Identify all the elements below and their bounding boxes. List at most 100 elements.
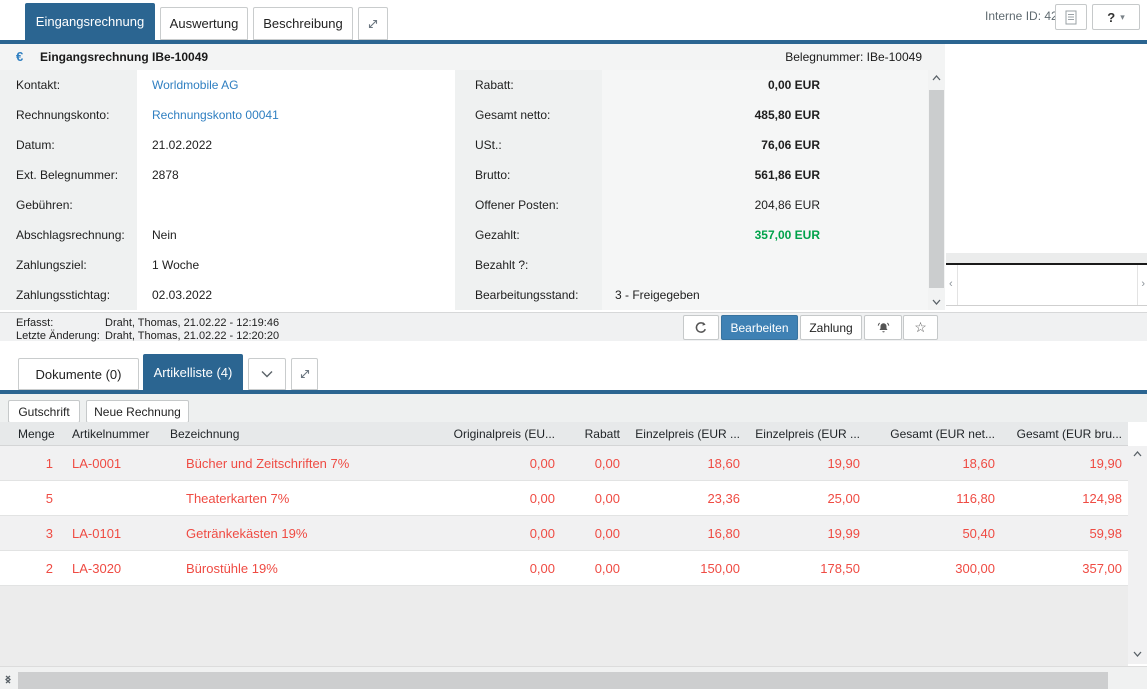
table-row[interactable]: 5 Theaterkarten 7% 0,00 0,00 23,36 25,00…	[0, 481, 1128, 516]
col-header-gesamt-netto[interactable]: Gesamt (EUR net...	[865, 427, 1000, 441]
expand-tab-button[interactable]	[358, 7, 388, 40]
gesamt-netto-value: 485,80 EUR	[602, 100, 928, 130]
protocol-button[interactable]	[1055, 4, 1087, 30]
cell-einzelpreis-netto: 18,60	[625, 456, 745, 471]
help-question-label: ?	[1107, 10, 1115, 25]
expand-panel-button[interactable]	[291, 358, 318, 390]
scroll-up-icon[interactable]	[1128, 446, 1147, 462]
bearbeitungsstand-value: 3 - Freigegeben	[602, 280, 928, 310]
tab-auswertung[interactable]: Auswertung	[160, 7, 248, 40]
field-label: Kontakt:	[0, 70, 137, 100]
cell-rabatt: 0,00	[560, 561, 625, 576]
cell-bezeichnung: Bürostühle 19%	[168, 561, 450, 576]
star-icon: ☆	[914, 319, 927, 336]
scroll-right-icon[interactable]	[0, 671, 16, 687]
scroll-right-icon[interactable]: ›	[1141, 278, 1145, 290]
col-header-bezeichnung[interactable]: Bezeichnung	[168, 427, 450, 441]
tab-eingangsrechnung[interactable]: Eingangsrechnung	[25, 3, 155, 40]
cell-menge: 3	[0, 526, 62, 541]
col-header-menge[interactable]: Menge	[0, 427, 62, 441]
cell-gesamt-netto: 116,80	[865, 491, 1000, 506]
scroll-down-icon[interactable]	[1128, 646, 1147, 662]
field-labels-right: Rabatt: Gesamt netto: USt.: Brutto: Offe…	[455, 70, 602, 310]
table-header-row: Menge Artikelnummer Bezeichnung Original…	[0, 422, 1128, 446]
cell-bezeichnung: Bücher und Zeitschriften 7%	[168, 456, 450, 471]
neue-rechnung-button[interactable]: Neue Rechnung	[86, 400, 189, 423]
chevron-down-icon	[261, 370, 273, 378]
cell-einzelpreis-netto: 150,00	[625, 561, 745, 576]
col-header-einzelpreis-netto[interactable]: Einzelpreis (EUR ...	[625, 427, 745, 441]
more-tabs-button[interactable]	[248, 358, 286, 390]
record-footer: Erfasst: Draht, Thomas, 21.02.22 - 12:19…	[0, 312, 1147, 341]
field-labels-left: Kontakt: Rechnungskonto: Datum: Ext. Bel…	[0, 70, 137, 310]
table-row[interactable]: 2 LA-3020 Bürostühle 19% 0,00 0,00 150,0…	[0, 551, 1128, 586]
document-header: € Eingangsrechnung IBe-10049 Belegnummer…	[0, 44, 945, 71]
cell-gesamt-brutto: 124,98	[1000, 491, 1127, 506]
bezahlt-value	[602, 250, 928, 280]
kontakt-link[interactable]: Worldmobile AG	[137, 70, 455, 100]
tab-beschreibung[interactable]: Beschreibung	[253, 7, 353, 40]
cell-artikelnummer: LA-0001	[62, 456, 168, 471]
detail-scrollbar[interactable]	[928, 70, 945, 310]
field-values-right: 0,00 EUR 485,80 EUR 76,06 EUR 561,86 EUR…	[602, 70, 928, 310]
brutto-value: 561,86 EUR	[602, 160, 928, 190]
col-header-einzelpreis-brutto[interactable]: Einzelpreis (EUR ...	[745, 427, 865, 441]
reminder-button[interactable]	[864, 315, 902, 340]
field-label: Gezahlt:	[455, 220, 602, 250]
cell-originalpreis: 0,00	[450, 561, 560, 576]
cell-gesamt-netto: 300,00	[865, 561, 1000, 576]
side-pane-strip	[946, 253, 1147, 263]
cell-rabatt: 0,00	[560, 491, 625, 506]
field-label: Bearbeitungsstand:	[455, 280, 602, 310]
scroll-up-icon[interactable]	[928, 70, 945, 86]
scroll-down-icon[interactable]	[928, 294, 945, 310]
horizontal-scrollbar[interactable]	[0, 666, 1147, 689]
table-row[interactable]: 3 LA-0101 Getränkekästen 19% 0,00 0,00 1…	[0, 516, 1128, 551]
favorite-button[interactable]: ☆	[903, 315, 938, 340]
cell-gesamt-netto: 50,40	[865, 526, 1000, 541]
col-header-originalpreis[interactable]: Originalpreis (EU...	[450, 427, 560, 441]
horizontal-scrollbar-thumb[interactable]	[18, 672, 1108, 689]
tab-artikelliste[interactable]: Artikelliste (4)	[143, 354, 243, 390]
zahlung-button[interactable]: Zahlung	[800, 315, 862, 340]
cell-bezeichnung: Theaterkarten 7%	[168, 491, 450, 506]
cell-rabatt: 0,00	[560, 526, 625, 541]
divider	[1137, 265, 1138, 305]
offener-posten-value: 204,86 EUR	[602, 190, 928, 220]
table-scrollbar[interactable]	[1128, 446, 1147, 664]
field-label: Datum:	[0, 130, 137, 160]
rabatt-value: 0,00 EUR	[602, 70, 928, 100]
divider	[957, 265, 958, 305]
detail-scrollbar-thumb[interactable]	[929, 90, 944, 288]
field-label: USt.:	[455, 130, 602, 160]
scroll-left-icon[interactable]: ‹	[949, 278, 953, 290]
document-title: Eingangsrechnung IBe-10049	[40, 50, 208, 64]
bearbeiten-button[interactable]: Bearbeiten	[721, 315, 798, 340]
field-label: Offener Posten:	[455, 190, 602, 220]
help-button[interactable]: ? ▾	[1092, 4, 1140, 30]
field-label: Rabatt:	[455, 70, 602, 100]
table-empty-area	[0, 586, 1128, 666]
cell-gesamt-brutto: 59,98	[1000, 526, 1127, 541]
field-label: Gesamt netto:	[455, 100, 602, 130]
gutschrift-button[interactable]: Gutschrift	[8, 400, 80, 423]
table-row[interactable]: 1 LA-0001 Bücher und Zeitschriften 7% 0,…	[0, 446, 1128, 481]
zahlungsziel-value: 1 Woche	[137, 250, 455, 280]
col-header-rabatt[interactable]: Rabatt	[560, 427, 625, 441]
cell-gesamt-netto: 18,60	[865, 456, 1000, 471]
field-label: Rechnungskonto:	[0, 100, 137, 130]
letzte-aenderung-label: Letzte Änderung:	[16, 330, 100, 342]
side-pane-hscrollbar[interactable]: ‹ ›	[946, 265, 1147, 306]
cell-gesamt-brutto: 357,00	[1000, 561, 1127, 576]
tab-dokumente[interactable]: Dokumente (0)	[18, 358, 139, 390]
cell-menge: 2	[0, 561, 62, 576]
refresh-button[interactable]	[683, 315, 719, 340]
cell-einzelpreis-brutto: 25,00	[745, 491, 865, 506]
cell-originalpreis: 0,00	[450, 491, 560, 506]
field-values-left: Worldmobile AG Rechnungskonto 00041 21.0…	[137, 70, 455, 310]
col-header-artikelnummer[interactable]: Artikelnummer	[62, 427, 168, 441]
col-header-gesamt-brutto[interactable]: Gesamt (EUR bru...	[1000, 427, 1127, 441]
cell-menge: 1	[0, 456, 62, 471]
rechnungskonto-link[interactable]: Rechnungskonto 00041	[137, 100, 455, 130]
field-label: Gebühren:	[0, 190, 137, 220]
